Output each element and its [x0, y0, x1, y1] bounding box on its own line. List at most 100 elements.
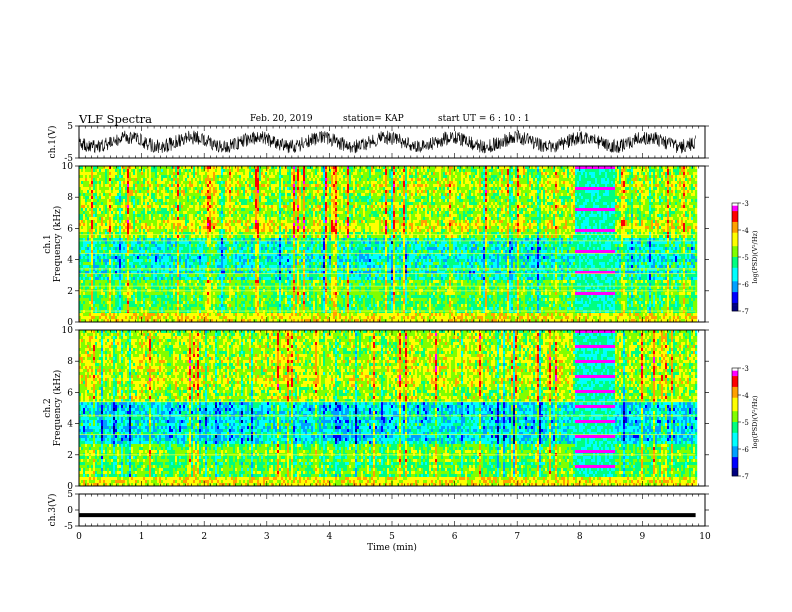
- ch1-spectrogram-cell: [201, 232, 204, 236]
- ch1-spectrogram-cell: [229, 181, 232, 185]
- ch1-spectrogram-cell: [117, 238, 120, 242]
- ch1-spectrogram-cell: [203, 220, 206, 224]
- ch1-spectrogram-cell: [189, 193, 192, 197]
- ch1-spectrogram-cell: [191, 295, 194, 299]
- ch1-spectrogram-cell: [115, 286, 118, 290]
- ch1-spectrogram-cell: [147, 277, 150, 281]
- ch1-spectrogram-cell: [209, 298, 212, 302]
- ch1-spectrogram-cell: [219, 220, 222, 224]
- ch1-spectrogram-cell: [131, 292, 134, 296]
- ch1-spectrogram-cell: [211, 175, 214, 179]
- ch1-spectrogram-cell: [153, 262, 156, 266]
- ch1-spectrogram-cell: [187, 298, 190, 302]
- ch1-spectrogram-cell: [235, 319, 238, 323]
- ch1-spectrogram-cell: [163, 319, 166, 323]
- ch1-spectrogram-cell: [109, 181, 112, 185]
- ch1-spectrogram-cell: [227, 250, 230, 254]
- ch1-spectrogram-cell: [231, 283, 234, 287]
- ch1-spectrogram-cell: [141, 250, 144, 254]
- ch1-spectrogram-cell: [141, 274, 144, 278]
- ch1-spectrogram-cell: [205, 169, 208, 173]
- ch1-spectrogram-cell: [261, 175, 264, 179]
- ch1-spectrogram-cell: [153, 223, 156, 227]
- ch1-spectrogram-cell: [229, 187, 232, 191]
- ch1-spectrogram-cell: [143, 220, 146, 224]
- ch1-spectrogram-cell: [173, 259, 176, 263]
- ch1-spectrogram-cell: [251, 286, 254, 290]
- ch1-spectrogram-cell: [241, 274, 244, 278]
- ch1-spectrogram-cell: [91, 268, 94, 272]
- ch1-spectrogram-cell: [219, 211, 222, 215]
- ch1-spectrogram-cell: [99, 175, 102, 179]
- ch1-spectrogram-cell: [87, 256, 90, 260]
- ch1-spectrogram-cell: [197, 223, 200, 227]
- ch1-spectrogram-cell: [243, 256, 246, 260]
- ch1-spectrogram-cell: [169, 286, 172, 290]
- ch1-spectrogram-cell: [193, 205, 196, 209]
- ch1-spectrogram-cell: [261, 268, 264, 272]
- ch1-spectrogram-cell: [179, 247, 182, 251]
- ch1-spectrogram-cell: [255, 166, 258, 170]
- ch1-spectrogram-cell: [83, 175, 86, 179]
- ch1-spectrogram-cell: [177, 283, 180, 287]
- ch1-spectrogram-cell: [243, 181, 246, 185]
- ch1-spectrogram-cell: [183, 238, 186, 242]
- ch1-spectrogram-cell: [79, 256, 82, 260]
- ch1-spectrogram-cell: [185, 199, 188, 203]
- ch1-spectrogram-cell: [83, 256, 86, 260]
- ch1-spectrogram-cell: [183, 199, 186, 203]
- ch1-spectrogram-cell: [85, 313, 88, 317]
- ch1-spectrogram-cell: [177, 196, 180, 200]
- ch1-spectrogram-cell: [155, 262, 158, 266]
- ch1-spectrogram-cell: [163, 175, 166, 179]
- ch1-spectrogram-cell: [241, 175, 244, 179]
- ch1-spectrogram-cell: [113, 178, 116, 182]
- ch1-spectrogram-cell: [185, 307, 188, 311]
- ch1-spectrogram-cell: [143, 316, 146, 320]
- ch1-spectrogram-cell: [167, 187, 170, 191]
- ch1-spectrogram-cell: [147, 313, 150, 317]
- ch1-spectrogram-cell: [83, 208, 86, 212]
- ch1-spectrogram-cell: [243, 280, 246, 284]
- ch1-spectrogram-cell: [197, 316, 200, 320]
- ch1-spectrogram-cell: [131, 226, 134, 230]
- ch1-spectrogram-cell: [137, 232, 140, 236]
- ch1-spectrogram-cell: [107, 166, 110, 170]
- ch1-spectrogram-cell: [185, 253, 188, 257]
- ch1-spectrogram-cell: [239, 301, 242, 305]
- ch1-spectrogram-cell: [129, 220, 132, 224]
- ch1-spectrogram-cell: [181, 187, 184, 191]
- ch1-spectrogram-cell: [155, 280, 158, 284]
- ch1-spectrogram-cell: [229, 235, 232, 239]
- ch1-spectrogram-cell: [229, 175, 232, 179]
- ch1-spectrogram-cell: [245, 247, 248, 251]
- ch1-spectrogram-cell: [195, 283, 198, 287]
- ch1-spectrogram-cell: [137, 235, 140, 239]
- ch1-spectrogram-cell: [99, 277, 102, 281]
- ch1-spectrogram-cell: [235, 178, 238, 182]
- ch1-spectrogram-cell: [111, 271, 114, 275]
- ch1-spectrogram-cell: [193, 262, 196, 266]
- ch1-spectrogram-cell: [125, 271, 128, 275]
- ch1-spectrogram-cell: [225, 319, 228, 323]
- ch1-spectrogram-cell: [79, 229, 82, 233]
- ch1-spectrogram-cell: [207, 211, 210, 215]
- ch1-spectrogram-cell: [243, 283, 246, 287]
- ch1-spectrogram-cell: [223, 319, 226, 323]
- ch1-spectrogram-cell: [241, 208, 244, 212]
- ch1-spectrogram-cell: [91, 253, 94, 257]
- ch1-spectrogram-cell: [201, 319, 204, 323]
- ch1-spectrogram-cell: [163, 274, 166, 278]
- ch1-spectrogram-cell: [257, 181, 260, 185]
- ch1-spectrogram-cell: [85, 286, 88, 290]
- ch1-spectrogram-cell: [153, 277, 156, 281]
- ch1-spectrogram-cell: [121, 295, 124, 299]
- ch1-spectrogram-cell: [171, 235, 174, 239]
- ch1-spectrogram-cell: [221, 211, 224, 215]
- ch1-spectrogram-cell: [107, 175, 110, 179]
- ch1-spectrogram-cell: [109, 202, 112, 206]
- ch1-spectrogram-cell: [175, 217, 178, 221]
- ch1-spectrogram-cell: [85, 208, 88, 212]
- ch1-spectrogram-cell: [173, 319, 176, 323]
- ch1-spectrogram-cell: [221, 184, 224, 188]
